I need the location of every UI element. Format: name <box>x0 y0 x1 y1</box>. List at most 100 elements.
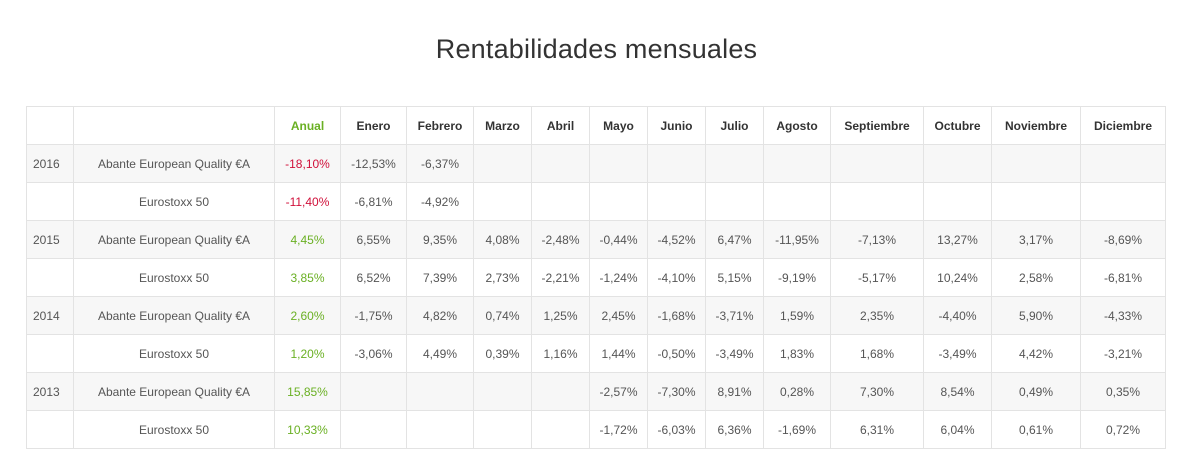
table-row: 2014 Abante European Quality €A 2,60% -1,75… <box>26 296 1166 335</box>
table-row: Eurostoxx 50 10,33% -1,72% -6,03% 6,36% -1,69… <box>26 410 1166 449</box>
cell-mayo: 2,45% <box>589 296 648 335</box>
cell-diciembre: -4,33% <box>1080 296 1166 335</box>
table-row: Eurostoxx 50 1,20% -3,06% 4,49% 0,39% 1,16% 1,… <box>26 334 1166 373</box>
cell-mayo: -1,72% <box>589 410 648 449</box>
cell-fund: Abante European Quality €A <box>73 220 275 259</box>
cell-octubre <box>923 182 992 221</box>
cell-marzo <box>473 372 532 411</box>
cell-anual: 10,33% <box>274 410 341 449</box>
cell-julio: 5,15% <box>705 258 764 297</box>
cell-fund: Eurostoxx 50 <box>73 334 275 373</box>
cell-septiembre <box>830 182 924 221</box>
cell-julio: -3,49% <box>705 334 764 373</box>
header-octubre: Octubre <box>923 106 992 145</box>
cell-year: 2016 <box>26 144 74 183</box>
cell-year: 2015 <box>26 220 74 259</box>
cell-agosto: -11,95% <box>763 220 831 259</box>
cell-julio: 6,36% <box>705 410 764 449</box>
cell-year: 2013 <box>26 372 74 411</box>
table-body: 2016 Abante European Quality €A -18,10% -12… <box>26 144 1166 449</box>
cell-marzo: 4,08% <box>473 220 532 259</box>
page-title: Rentabilidades mensuales <box>435 34 758 64</box>
cell-octubre: -3,49% <box>923 334 992 373</box>
cell-year: 2014 <box>26 296 74 335</box>
cell-anual: 2,60% <box>274 296 341 335</box>
cell-agosto: 0,28% <box>763 372 831 411</box>
cell-febrero: 4,82% <box>406 296 474 335</box>
cell-enero: -3,06% <box>340 334 407 373</box>
cell-febrero: 7,39% <box>406 258 474 297</box>
header-year <box>26 106 74 145</box>
cell-septiembre: -5,17% <box>830 258 924 297</box>
cell-julio: -3,71% <box>705 296 764 335</box>
cell-abril <box>531 410 590 449</box>
header-septiembre: Septiembre <box>830 106 924 145</box>
cell-diciembre: -3,21% <box>1080 334 1166 373</box>
cell-octubre: -4,40% <box>923 296 992 335</box>
cell-noviembre: 3,17% <box>991 220 1081 259</box>
header-diciembre: Diciembre <box>1080 106 1166 145</box>
cell-diciembre: -6,81% <box>1080 258 1166 297</box>
cell-agosto: 1,83% <box>763 334 831 373</box>
cell-octubre <box>923 144 992 183</box>
table-row: Eurostoxx 50 3,85% 6,52% 7,39% 2,73% -2,21% -1… <box>26 258 1166 297</box>
header-marzo: Marzo <box>473 106 532 145</box>
cell-mayo: -2,57% <box>589 372 648 411</box>
cell-septiembre: 2,35% <box>830 296 924 335</box>
cell-junio <box>647 182 706 221</box>
cell-noviembre: 4,42% <box>991 334 1081 373</box>
header-noviembre: Noviembre <box>991 106 1081 145</box>
cell-anual: -18,10% <box>274 144 341 183</box>
cell-noviembre: 0,49% <box>991 372 1081 411</box>
cell-mayo: 1,44% <box>589 334 648 373</box>
header-agosto: Agosto <box>763 106 831 145</box>
cell-enero <box>340 410 407 449</box>
cell-mayo: -1,24% <box>589 258 648 297</box>
cell-anual: 15,85% <box>274 372 341 411</box>
table-row: 2015 Abante European Quality €A 4,45% 6,55%… <box>26 220 1166 259</box>
cell-fund: Abante European Quality €A <box>73 372 275 411</box>
cell-febrero <box>406 410 474 449</box>
cell-marzo <box>473 144 532 183</box>
cell-octubre: 13,27% <box>923 220 992 259</box>
cell-enero: -6,81% <box>340 182 407 221</box>
cell-octubre: 10,24% <box>923 258 992 297</box>
cell-fund: Eurostoxx 50 <box>73 258 275 297</box>
cell-enero: -12,53% <box>340 144 407 183</box>
header-junio: Junio <box>647 106 706 145</box>
cell-marzo: 0,39% <box>473 334 532 373</box>
cell-junio: -0,50% <box>647 334 706 373</box>
cell-agosto: -1,69% <box>763 410 831 449</box>
header-julio: Julio <box>705 106 764 145</box>
cell-abril: -2,48% <box>531 220 590 259</box>
cell-abril: 1,16% <box>531 334 590 373</box>
cell-noviembre: 5,90% <box>991 296 1081 335</box>
cell-enero: 6,55% <box>340 220 407 259</box>
header-enero: Enero <box>340 106 407 145</box>
cell-anual: 1,20% <box>274 334 341 373</box>
cell-abril <box>531 372 590 411</box>
header-mayo: Mayo <box>589 106 648 145</box>
cell-diciembre <box>1080 144 1166 183</box>
cell-enero: 6,52% <box>340 258 407 297</box>
cell-diciembre: 0,35% <box>1080 372 1166 411</box>
cell-fund: Abante European Quality €A <box>73 144 275 183</box>
cell-julio: 8,91% <box>705 372 764 411</box>
cell-year <box>26 258 74 297</box>
cell-octubre: 8,54% <box>923 372 992 411</box>
cell-septiembre: 7,30% <box>830 372 924 411</box>
cell-diciembre: -8,69% <box>1080 220 1166 259</box>
cell-octubre: 6,04% <box>923 410 992 449</box>
cell-year <box>26 410 74 449</box>
cell-anual: 3,85% <box>274 258 341 297</box>
cell-abril: -2,21% <box>531 258 590 297</box>
cell-fund: Abante European Quality €A <box>73 296 275 335</box>
cell-abril: 1,25% <box>531 296 590 335</box>
cell-septiembre: -7,13% <box>830 220 924 259</box>
table-row: Eurostoxx 50 -11,40% -6,81% -4,92% <box>26 182 1166 221</box>
cell-septiembre <box>830 144 924 183</box>
monthly-returns-table: Anual Enero Febrero Marzo Abril Mayo Jun… <box>26 106 1166 449</box>
cell-septiembre: 1,68% <box>830 334 924 373</box>
cell-junio: -4,52% <box>647 220 706 259</box>
cell-agosto: 1,59% <box>763 296 831 335</box>
